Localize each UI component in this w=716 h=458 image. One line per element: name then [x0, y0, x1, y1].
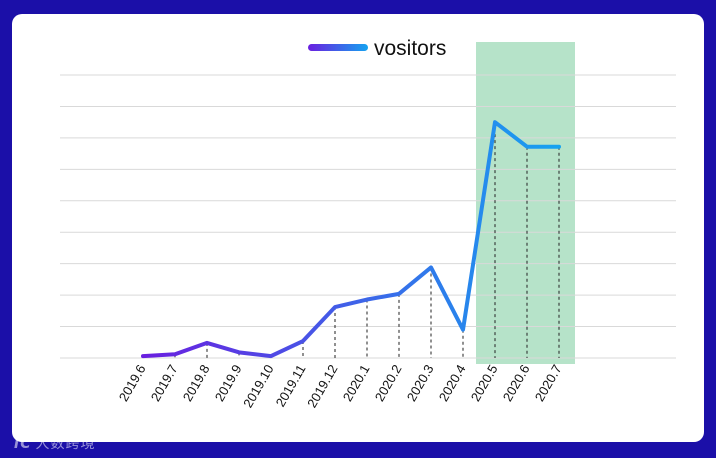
x-tick-label: 2020.1 [340, 362, 373, 404]
x-tick-label: 2020.7 [532, 362, 565, 404]
watermark-logo-icon: IC [14, 436, 32, 452]
legend-swatch [308, 44, 368, 51]
x-tick-label: 2019.12 [304, 362, 340, 410]
watermark: IC 大数跨境 [14, 433, 95, 453]
x-tick-label: 2019.9 [212, 362, 245, 404]
x-tick-label: 2020.4 [436, 362, 469, 404]
x-tick-label: 2019.11 [273, 362, 309, 409]
x-tick-label: 2019.7 [148, 362, 181, 404]
series-line-vositors [141, 120, 561, 359]
x-tick-label: 2019.10 [240, 362, 276, 410]
x-tick-label: 2020.5 [468, 362, 501, 404]
x-tick-label: 2019.6 [116, 362, 149, 404]
line-chart: 2019.6 2019.7 2019.8 2019.92019.102019.1120… [60, 37, 676, 410]
x-tick-label: 2020.6 [500, 362, 533, 404]
legend-label: vositors [374, 37, 446, 60]
x-tick-label: 2019.8 [180, 362, 213, 404]
x-tick-label: 2020.3 [404, 362, 437, 404]
watermark-text: 大数跨境 [35, 436, 96, 452]
x-tick-label: 2020.2 [372, 362, 405, 404]
chart-card: 2019.6 2019.7 2019.8 2019.9 2019.10 2019.11 20… [12, 14, 704, 442]
highlight-band [476, 42, 575, 364]
